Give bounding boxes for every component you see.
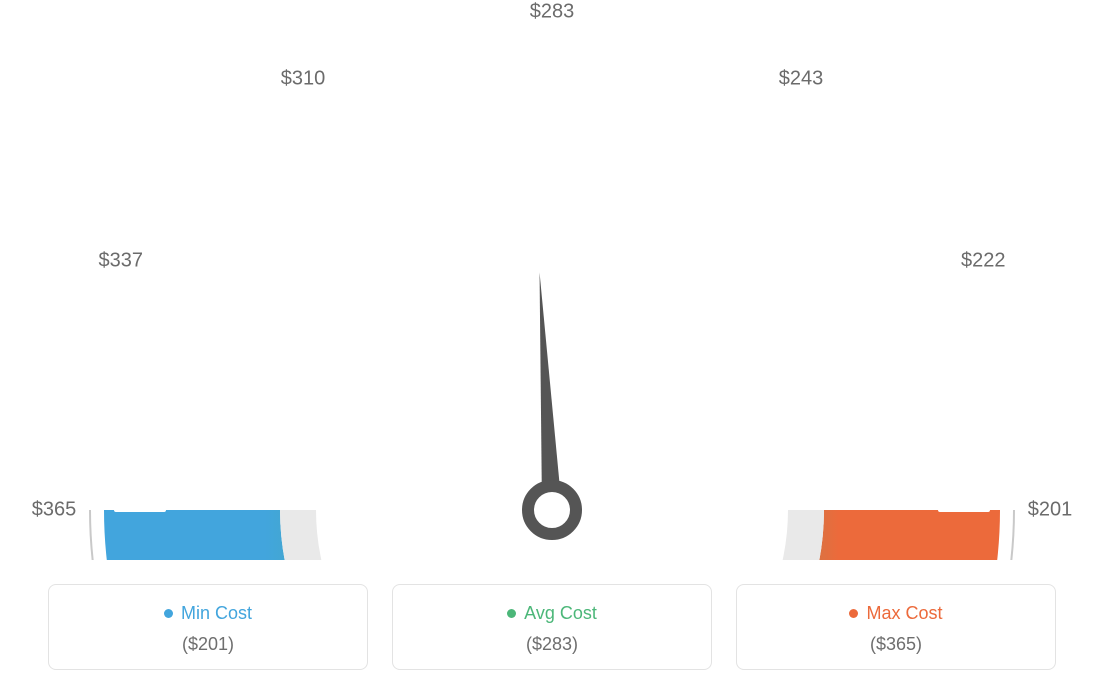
legend-label-min: Min Cost — [181, 603, 252, 624]
legend-label-max: Max Cost — [866, 603, 942, 624]
legend-title-avg: Avg Cost — [507, 603, 597, 624]
legend-value-avg: ($283) — [403, 634, 701, 655]
legend-card-min: Min Cost ($201) — [48, 584, 368, 670]
dot-icon-max — [849, 609, 858, 618]
dot-icon-avg — [507, 609, 516, 618]
legend-value-min: ($201) — [59, 634, 357, 655]
legend-card-avg: Avg Cost ($283) — [392, 584, 712, 670]
gauge-tick-label: $365 — [32, 499, 77, 522]
gauge-tick-label: $283 — [530, 1, 575, 24]
gauge-tick-label: $310 — [281, 67, 326, 90]
legend-card-max: Max Cost ($365) — [736, 584, 1056, 670]
gauge-area: $201 $222 $243 $283 $310 $337 $365 — [0, 0, 1104, 560]
legend-row: Min Cost ($201) Avg Cost ($283) Max Cost… — [0, 584, 1104, 670]
gauge-tick-label: $222 — [961, 250, 1006, 273]
legend-value-max: ($365) — [747, 634, 1045, 655]
dot-icon-min — [164, 609, 173, 618]
gauge-tick-label: $243 — [779, 67, 824, 90]
cost-gauge-container: $201 $222 $243 $283 $310 $337 $365 Min Cost ($… — [0, 0, 1104, 690]
legend-title-min: Min Cost — [164, 603, 252, 624]
gauge-svg — [0, 0, 1104, 560]
legend-title-max: Max Cost — [849, 603, 942, 624]
gauge-tick-label: $337 — [98, 250, 143, 273]
gauge-tick-label: $201 — [1028, 499, 1073, 522]
legend-label-avg: Avg Cost — [524, 603, 597, 624]
